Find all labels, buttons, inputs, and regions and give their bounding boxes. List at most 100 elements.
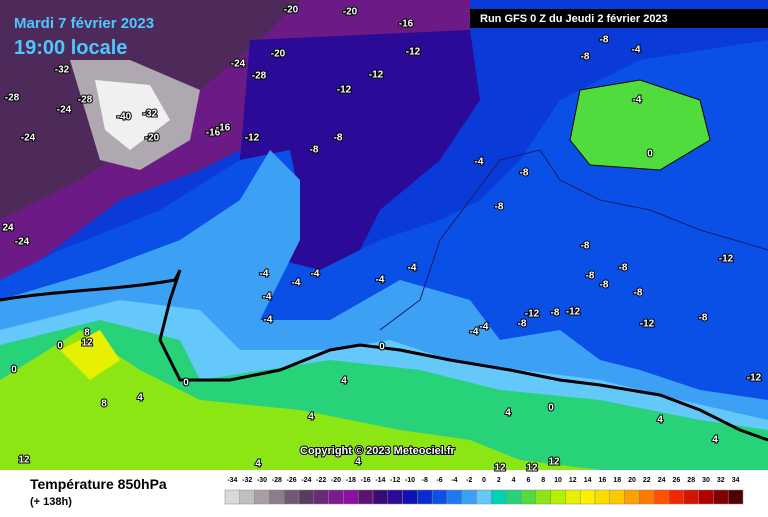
scale-label: 18 <box>613 477 621 484</box>
contour-label: 24 <box>2 223 14 234</box>
scale-label: 6 <box>526 477 530 484</box>
contour-label: -32 <box>143 109 158 120</box>
contour-label: -8 <box>518 319 527 330</box>
contour-label: -4 <box>632 45 641 56</box>
scale-label: -32 <box>242 477 252 484</box>
contour-label: -8 <box>600 35 609 46</box>
map <box>0 0 768 470</box>
contour-label: 0 <box>11 365 17 376</box>
scale-swatch <box>579 489 596 505</box>
contour-label: 0 <box>647 149 653 160</box>
contour-label: -12 <box>337 85 352 96</box>
contour-label: 8 <box>101 399 107 410</box>
contour-label: -8 <box>581 241 590 252</box>
contour-label: -12 <box>719 254 734 265</box>
contour-label: -40 <box>117 112 132 123</box>
contour-label: 8 <box>84 328 90 339</box>
contour-label: -12 <box>566 307 581 318</box>
contour-label: -16 <box>206 128 221 139</box>
contour-label: -4 <box>475 157 484 168</box>
scale-swatch <box>224 489 241 505</box>
contour-label: -4 <box>264 315 273 326</box>
contour-label: -24 <box>21 133 36 144</box>
contour-label: 12 <box>18 455 30 466</box>
contour-label: -12 <box>245 133 260 144</box>
contour-label: -12 <box>525 309 540 320</box>
scale-label: 32 <box>717 477 725 484</box>
scale-label: 4 <box>512 477 516 484</box>
contour-label: -4 <box>263 292 272 303</box>
legend-title: Température 850hPa <box>30 476 167 492</box>
contour-label: 12 <box>526 463 538 474</box>
scale-swatch <box>239 489 255 505</box>
contour-label: -8 <box>586 271 595 282</box>
scale-label: 2 <box>497 477 501 484</box>
scale-swatch <box>343 489 359 505</box>
scale-swatch <box>594 489 611 505</box>
scale-swatch <box>491 489 507 505</box>
contour-label: -8 <box>619 263 628 274</box>
contour-label: -28 <box>252 71 267 82</box>
contour-label: -4 <box>633 95 642 106</box>
run: Run GFS 0 Z du Jeudi 2 février 2023 <box>480 13 668 25</box>
contour-label: 4 <box>137 393 143 404</box>
scale-label: -22 <box>316 477 326 484</box>
contour-label: -4 <box>260 269 269 280</box>
contour-label: -4 <box>292 278 301 289</box>
contour-label: -4 <box>376 275 385 286</box>
scale-label: -14 <box>375 477 385 484</box>
contour-label: -12 <box>747 373 762 384</box>
scale-swatch <box>520 489 537 505</box>
contour-label: 4 <box>255 459 261 470</box>
scale-label: 8 <box>541 477 545 484</box>
scale-label: -30 <box>257 477 267 484</box>
contour-label: 4 <box>712 435 718 446</box>
contour-label: -4 <box>470 327 479 338</box>
scale-swatch <box>387 489 403 505</box>
scale-label: -10 <box>405 477 415 484</box>
scale-label: -12 <box>390 477 400 484</box>
scale-label: 30 <box>702 477 710 484</box>
scale-label: 22 <box>643 477 651 484</box>
scale-label: 24 <box>658 477 666 484</box>
scale-swatch <box>431 489 448 505</box>
contour-label: -20 <box>271 49 286 60</box>
contour-label: -4 <box>480 322 489 333</box>
contour-label: 12 <box>494 463 506 474</box>
contour-label: -8 <box>634 288 643 299</box>
scale-swatch <box>446 489 463 505</box>
contour-label: -8 <box>310 145 319 156</box>
contour-label: -12 <box>640 319 655 330</box>
scale-swatch <box>476 489 492 505</box>
scale-swatch <box>565 489 581 505</box>
contour-label: -12 <box>406 47 421 58</box>
scale-swatch <box>713 489 729 505</box>
copyright: Copyright © 2023 Meteociel.fr <box>300 445 456 457</box>
map-labels: -20 -20-16-12-12-12-20-24-28-32-28-24-28-… <box>1 4 762 475</box>
date: Mardi 7 février 2023 <box>14 15 154 32</box>
contour-label: 4 <box>308 412 314 423</box>
scale-swatch <box>550 489 566 505</box>
scale-swatch <box>461 489 477 505</box>
scale-label: 14 <box>584 477 592 484</box>
scale-label: -6 <box>436 477 442 484</box>
contour-label: 4 <box>355 457 361 468</box>
scale-label: 16 <box>599 477 607 484</box>
scale-swatch <box>254 489 270 505</box>
scale-label: 12 <box>569 477 577 484</box>
scale-label: 10 <box>554 477 562 484</box>
contour-label: -16 <box>399 19 414 30</box>
scale-label: 34 <box>732 477 740 484</box>
color-scale: -34 -32 -30 -28 -26 -24 -22 -20 -18 -16 -14 -12 -10-… <box>224 477 744 505</box>
contour-label: -16 <box>216 123 231 134</box>
scale-label: -18 <box>346 477 356 484</box>
contour-label: -20 <box>145 133 160 144</box>
scale-label: -20 <box>331 477 341 484</box>
scale-label: -24 <box>301 477 311 484</box>
scale-label: -16 <box>361 477 371 484</box>
scale-label: -4 <box>451 477 457 484</box>
contour-label: 4 <box>657 415 663 426</box>
scale-label: -26 <box>287 477 297 484</box>
contour-label: -8 <box>334 133 343 144</box>
contour-label: -4 <box>408 263 417 274</box>
